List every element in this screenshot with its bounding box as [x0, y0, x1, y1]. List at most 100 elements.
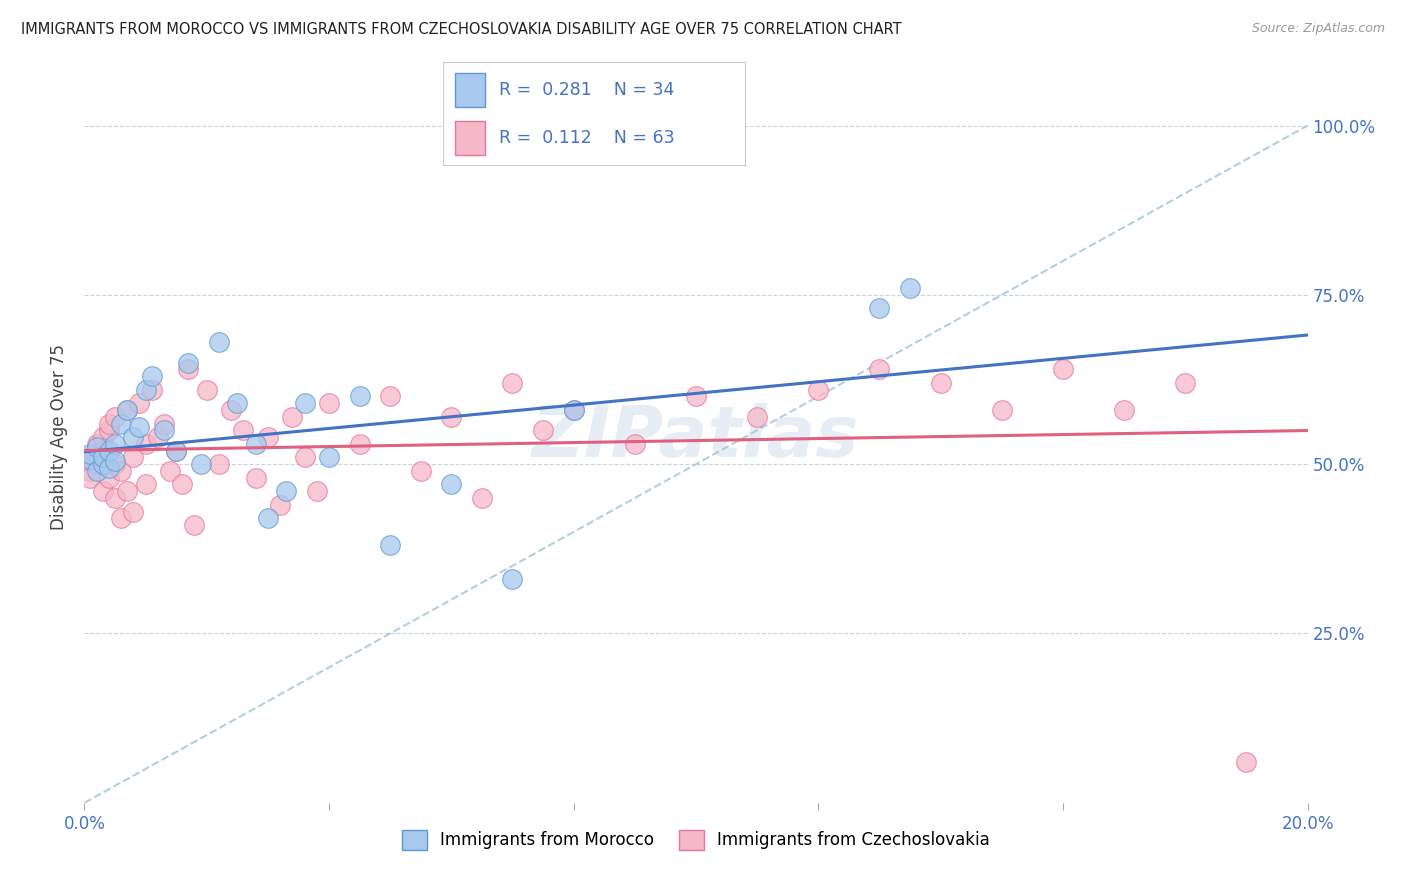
- Point: [471, 491, 494, 505]
- Point: [991, 403, 1014, 417]
- Point: [146, 430, 169, 444]
- Point: [86, 447, 108, 461]
- Point: [79, 450, 101, 465]
- Point: [257, 430, 280, 444]
- Point: [79, 464, 101, 478]
- Point: [141, 369, 163, 384]
- Point: [115, 403, 138, 417]
- Point: [104, 437, 127, 451]
- Point: [153, 417, 176, 431]
- Point: [159, 464, 181, 478]
- Point: [898, 281, 921, 295]
- Point: [79, 454, 101, 468]
- Point: [128, 420, 150, 434]
- Point: [440, 477, 463, 491]
- Point: [502, 376, 524, 390]
- Point: [165, 443, 187, 458]
- Point: [110, 511, 132, 525]
- Point: [257, 511, 280, 525]
- Point: [97, 443, 120, 458]
- Point: [929, 376, 952, 390]
- Point: [153, 423, 176, 437]
- Point: [86, 464, 108, 478]
- Point: [122, 430, 145, 444]
- Point: [110, 464, 132, 478]
- Point: [318, 396, 340, 410]
- Point: [195, 383, 218, 397]
- FancyBboxPatch shape: [456, 73, 485, 106]
- Point: [97, 423, 120, 437]
- Point: [91, 443, 114, 458]
- Point: [226, 396, 249, 410]
- Point: [115, 484, 138, 499]
- Point: [245, 437, 267, 451]
- Point: [245, 471, 267, 485]
- Point: [747, 409, 769, 424]
- Y-axis label: Disability Age Over 75: Disability Age Over 75: [51, 344, 69, 530]
- Point: [276, 484, 298, 499]
- Point: [869, 362, 891, 376]
- Point: [380, 389, 402, 403]
- Point: [1236, 755, 1258, 769]
- Point: [685, 389, 707, 403]
- Point: [91, 484, 114, 499]
- Point: [122, 450, 145, 465]
- Text: Source: ZipAtlas.com: Source: ZipAtlas.com: [1251, 22, 1385, 36]
- Point: [97, 417, 120, 431]
- Text: R =  0.281    N = 34: R = 0.281 N = 34: [499, 80, 675, 99]
- Point: [97, 460, 120, 475]
- Point: [349, 437, 371, 451]
- Point: [318, 450, 340, 465]
- Point: [141, 383, 163, 397]
- Point: [104, 491, 127, 505]
- Point: [269, 498, 291, 512]
- Legend: Immigrants from Morocco, Immigrants from Czechoslovakia: Immigrants from Morocco, Immigrants from…: [395, 823, 997, 856]
- Point: [190, 457, 212, 471]
- Point: [79, 451, 101, 466]
- Point: [165, 443, 187, 458]
- Point: [104, 454, 127, 468]
- Point: [208, 335, 231, 350]
- Point: [349, 389, 371, 403]
- Text: IMMIGRANTS FROM MOROCCO VS IMMIGRANTS FROM CZECHOSLOVAKIA DISABILITY AGE OVER 75: IMMIGRANTS FROM MOROCCO VS IMMIGRANTS FR…: [21, 22, 901, 37]
- Point: [79, 471, 101, 485]
- Point: [135, 477, 157, 491]
- Point: [562, 403, 585, 417]
- Point: [128, 396, 150, 410]
- Point: [562, 403, 585, 417]
- Point: [294, 450, 316, 465]
- Point: [135, 383, 157, 397]
- Text: ZIPatlas: ZIPatlas: [533, 402, 859, 472]
- Point: [380, 538, 402, 552]
- Point: [97, 471, 120, 485]
- Point: [104, 457, 127, 471]
- Point: [305, 484, 328, 499]
- Point: [869, 301, 891, 316]
- Point: [232, 423, 254, 437]
- Point: [86, 457, 108, 471]
- Point: [183, 518, 205, 533]
- FancyBboxPatch shape: [456, 121, 485, 155]
- Point: [1174, 376, 1197, 390]
- Point: [86, 437, 108, 451]
- Point: [440, 409, 463, 424]
- Point: [91, 430, 114, 444]
- Point: [79, 447, 101, 461]
- Point: [115, 403, 138, 417]
- Point: [104, 409, 127, 424]
- Point: [135, 437, 157, 451]
- Text: R =  0.112    N = 63: R = 0.112 N = 63: [499, 128, 675, 147]
- Point: [502, 572, 524, 586]
- Point: [208, 457, 231, 471]
- Point: [531, 423, 554, 437]
- Point: [294, 396, 316, 410]
- Point: [807, 383, 830, 397]
- Point: [219, 403, 242, 417]
- Point: [409, 464, 432, 478]
- Point: [177, 362, 200, 376]
- Point: [91, 450, 114, 465]
- Point: [177, 355, 200, 369]
- Point: [172, 477, 194, 491]
- Point: [1114, 403, 1136, 417]
- Point: [624, 437, 647, 451]
